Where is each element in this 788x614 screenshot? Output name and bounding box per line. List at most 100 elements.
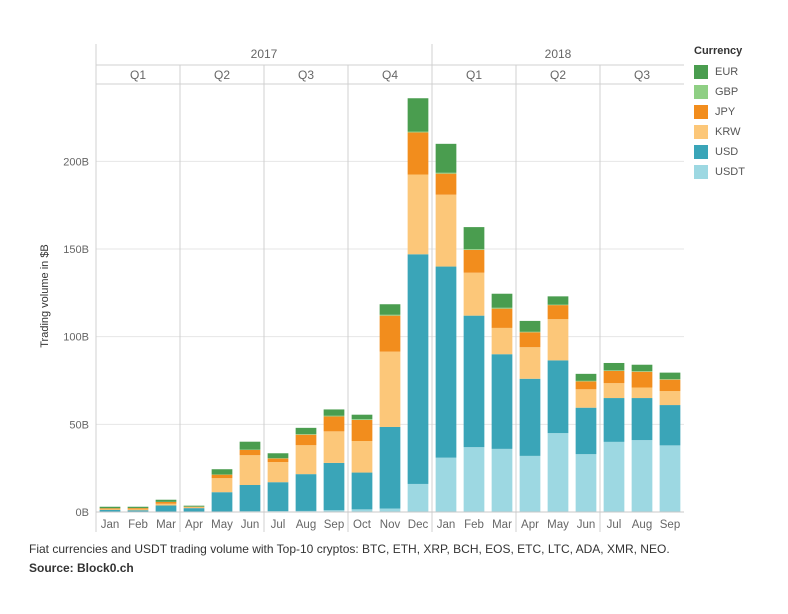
legend-swatch-usd — [694, 145, 708, 159]
bar-segment-eur — [547, 296, 569, 305]
bar-segment-usdt — [407, 483, 429, 512]
y-tick-label: 200B — [63, 156, 89, 168]
legend-item-eur: EUR — [694, 62, 745, 82]
bar-segment-jpy — [295, 434, 317, 446]
bar-segment-usd — [239, 485, 261, 512]
legend-swatch-eur — [694, 65, 708, 79]
bar-segment-usdt — [323, 510, 345, 512]
bar-segment-krw — [463, 272, 485, 316]
caption-text: Fiat currencies and USDT trading volume … — [29, 542, 670, 556]
bar-segment-krw — [211, 478, 233, 493]
bar-segment-jpy — [491, 308, 513, 328]
bar-segment-jpy — [211, 474, 233, 479]
bar-segment-eur — [659, 372, 681, 380]
x-tick-label: Aug — [296, 519, 316, 531]
x-tick-label: Sep — [660, 519, 680, 531]
y-tick-label: 150B — [63, 244, 89, 256]
y-tick-label: 0B — [76, 507, 89, 519]
x-tick-label: Jan — [101, 519, 120, 531]
bar-segment-jpy — [379, 315, 401, 352]
x-tick-label: Jun — [577, 519, 596, 531]
bar-segment-usd — [323, 462, 345, 511]
legend-label: EUR — [715, 66, 739, 78]
bar-segment-gbp — [435, 172, 457, 174]
bar-segment-eur — [323, 409, 345, 416]
bar-segment-gbp — [631, 371, 653, 372]
bar-segment-jpy — [603, 370, 625, 384]
year-label: 2017 — [251, 47, 278, 61]
legend-swatch-gbp — [694, 85, 708, 99]
bar-segment-krw — [603, 383, 625, 399]
bar-segment-usdt — [351, 509, 373, 512]
bar-segment-krw — [351, 440, 373, 473]
bar-segment-usd — [631, 398, 653, 441]
x-tick-label: Nov — [380, 519, 401, 531]
x-tick-label: Mar — [492, 519, 512, 531]
bar-segment-gbp — [323, 415, 345, 417]
bar-segment-eur — [183, 505, 205, 507]
bar-segment-krw — [379, 351, 401, 427]
caption: Fiat currencies and USDT trading volume … — [29, 540, 689, 578]
bar-segment-krw — [155, 503, 177, 506]
y-tick-label: 50B — [69, 419, 89, 431]
legend-label: USDT — [715, 166, 745, 178]
bar-segment-gbp — [379, 314, 401, 316]
bar-segment-jpy — [575, 381, 597, 390]
y-tick-label: 100B — [63, 332, 89, 344]
bar-segment-usd — [351, 472, 373, 510]
x-tick-label: Apr — [185, 519, 203, 531]
bar-segment-jpy — [407, 132, 429, 175]
quarter-label: Q3 — [634, 68, 650, 82]
bar-segment-krw — [183, 507, 205, 509]
bar-segment-usdt — [435, 457, 457, 512]
legend-item-usd: USD — [694, 142, 745, 162]
bar-segment-krw — [659, 391, 681, 406]
x-tick-label: Sep — [324, 519, 344, 531]
bar-segment-krw — [407, 174, 429, 255]
bar-segment-krw — [323, 431, 345, 463]
legend-swatch-usdt — [694, 165, 708, 179]
bar-segment-jpy — [99, 508, 121, 510]
y-axis-label: Trading volume in $B — [39, 244, 51, 348]
bar-segment-krw — [519, 347, 541, 379]
x-tick-label: Jul — [271, 519, 286, 531]
bar-segment-gbp — [519, 331, 541, 333]
x-tick-label: Oct — [353, 519, 372, 531]
legend-swatch-jpy — [694, 105, 708, 119]
bar-segment-usd — [183, 508, 205, 512]
bar-segment-eur — [463, 227, 485, 250]
bar-segment-gbp — [491, 307, 513, 309]
bar-segment-usd — [603, 398, 625, 442]
bar-segment-usd — [435, 266, 457, 458]
x-tick-label: Dec — [408, 519, 429, 531]
bar-segment-jpy — [463, 249, 485, 273]
bar-segment-usd — [211, 492, 233, 512]
legend-item-usdt: USDT — [694, 162, 745, 182]
bar-segment-eur — [603, 362, 625, 371]
x-tick-label: Aug — [632, 519, 652, 531]
bar-segment-gbp — [407, 131, 429, 133]
bar-segment-jpy — [267, 458, 289, 463]
bar-segment-eur — [351, 414, 373, 420]
bar-segment-usd — [407, 254, 429, 484]
legend-label: KRW — [715, 126, 741, 138]
bar-segment-krw — [239, 455, 261, 486]
legend-item-krw: KRW — [694, 122, 745, 142]
quarter-label: Q3 — [298, 68, 314, 82]
quarter-label: Q4 — [382, 68, 398, 82]
bar-segment-usdt — [659, 445, 681, 512]
quarter-label: Q1 — [130, 68, 146, 82]
x-tick-label: Jan — [437, 519, 456, 531]
bar-segment-jpy — [659, 379, 681, 392]
bar-segment-krw — [435, 194, 457, 267]
bar-segment-krw — [575, 389, 597, 408]
caption-source: Source: Block0.ch — [29, 561, 134, 575]
x-tick-label: Mar — [156, 519, 176, 531]
legend-label: GBP — [715, 86, 739, 98]
bar-segment-usdt — [519, 455, 541, 512]
x-tick-label: Jun — [241, 519, 260, 531]
bar-segment-jpy — [631, 371, 653, 388]
bar-segment-usdt — [379, 508, 401, 512]
bar-segment-usdt — [631, 440, 653, 512]
bar-segment-usdt — [463, 447, 485, 512]
